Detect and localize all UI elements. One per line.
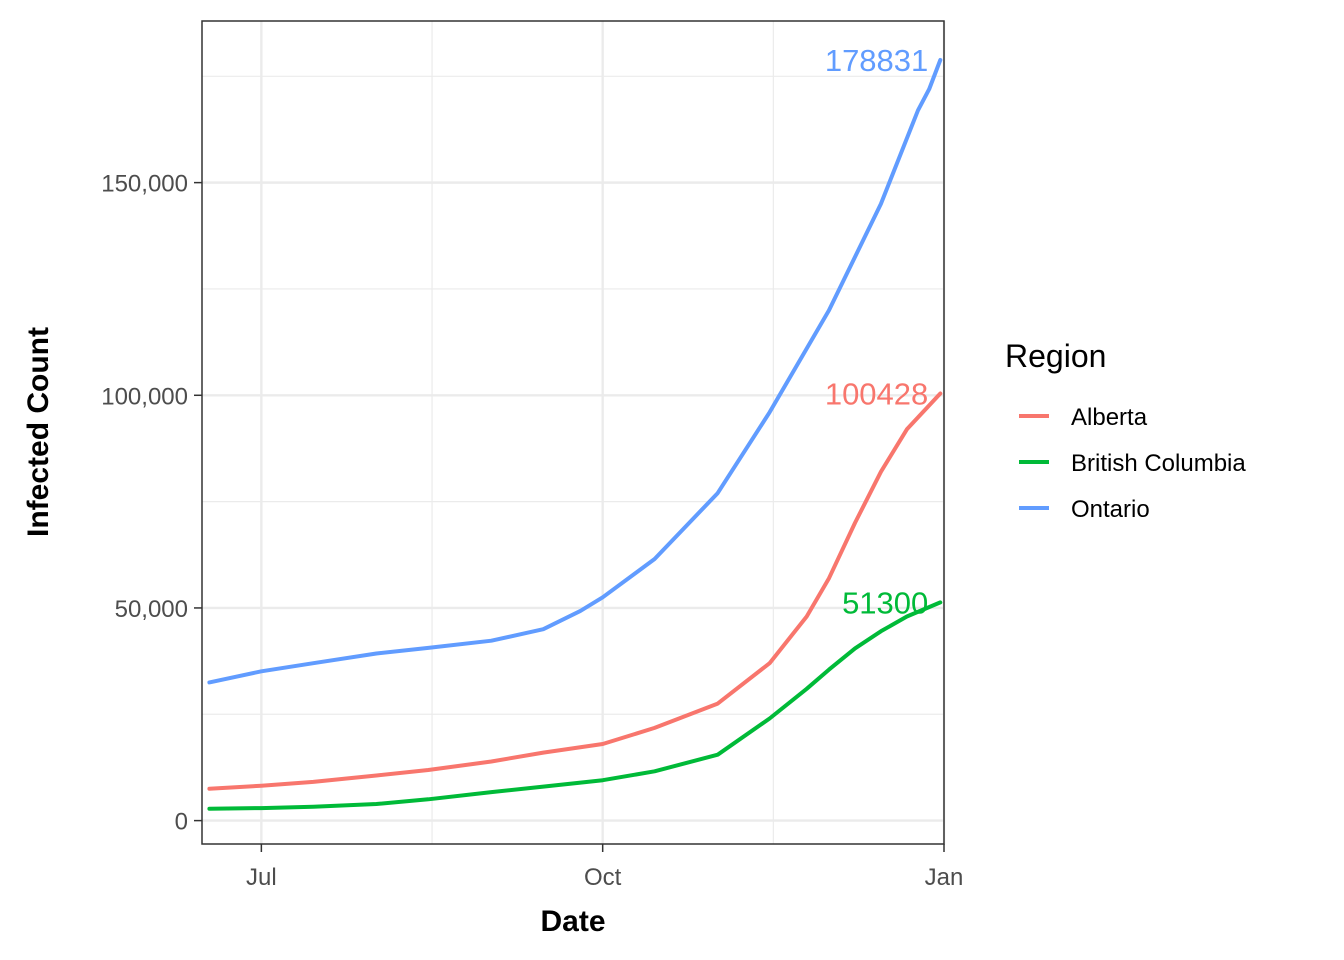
minor-gridlines bbox=[202, 21, 944, 844]
y-tick-label: 100,000 bbox=[101, 383, 188, 410]
legend-label-british-columbia: British Columbia bbox=[1071, 450, 1246, 477]
y-tick-label: 0 bbox=[175, 809, 188, 836]
y-tick-label: 150,000 bbox=[101, 171, 188, 198]
end-label-ontario: 178831 bbox=[825, 43, 928, 78]
series-line-british-columbia bbox=[207, 600, 943, 811]
y-axis-title: Infected Count bbox=[22, 327, 55, 537]
end-labels: 100428 51300 178831 bbox=[825, 43, 928, 620]
plot-border bbox=[201, 20, 945, 845]
legend: Region Alberta British Columbia Ontario bbox=[1005, 338, 1246, 523]
x-tick-label: Jul bbox=[246, 864, 277, 891]
x-tick-label: Oct bbox=[584, 864, 622, 891]
y-axis: 0 50,000 100,000 150,000 bbox=[101, 171, 202, 836]
legend-title: Region bbox=[1005, 338, 1106, 374]
legend-label-alberta: Alberta bbox=[1071, 404, 1148, 431]
legend-label-ontario: Ontario bbox=[1071, 496, 1150, 523]
series-line-alberta bbox=[207, 391, 943, 791]
end-label-british-columbia: 51300 bbox=[842, 585, 928, 620]
end-label-alberta: 100428 bbox=[825, 376, 928, 411]
x-axis-title: Date bbox=[540, 905, 605, 938]
x-axis: Jul Oct Jan bbox=[246, 844, 963, 891]
series-line-ontario bbox=[207, 58, 943, 685]
x-tick-label: Jan bbox=[925, 864, 964, 891]
series-lines bbox=[207, 58, 943, 811]
plot-panel bbox=[202, 21, 944, 844]
y-tick-label: 50,000 bbox=[115, 596, 188, 623]
